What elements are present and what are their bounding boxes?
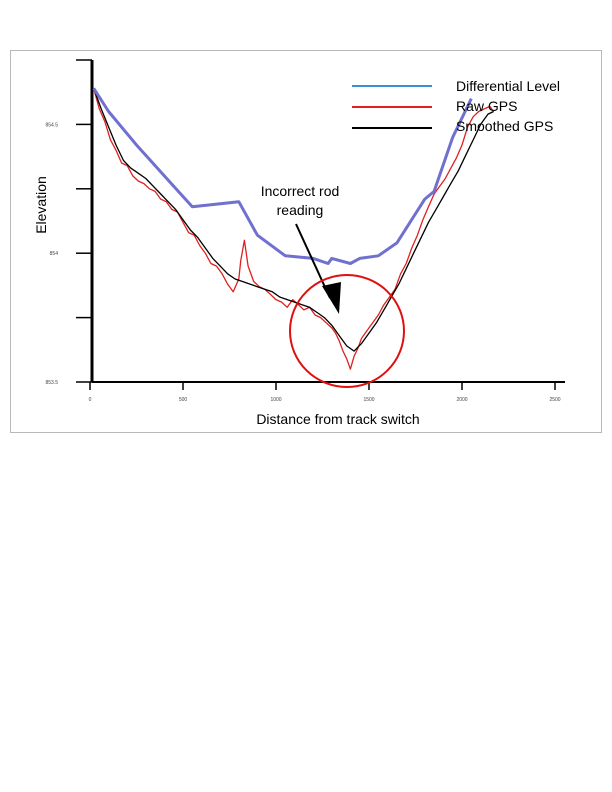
series-lines bbox=[92, 87, 495, 370]
x-tick-label: 1000 bbox=[270, 397, 281, 403]
x-axis-label: Distance from track switch bbox=[256, 411, 419, 427]
x-tick-label: 0 bbox=[89, 397, 92, 403]
y-axis-label: Elevation bbox=[33, 176, 49, 234]
series-line-raw-gps bbox=[93, 88, 495, 370]
legend: Differential Level Raw GPS Smoothed GPS bbox=[352, 78, 560, 134]
x-tick-label: 2000 bbox=[456, 397, 467, 403]
axes bbox=[90, 60, 565, 383]
annotation: Incorrect rod reading bbox=[261, 183, 405, 388]
x-tick-label: 500 bbox=[179, 397, 188, 403]
annotation-line-1: Incorrect rod bbox=[261, 183, 340, 199]
annotation-line-2: reading bbox=[277, 202, 324, 218]
y-tick-label: 853.5 bbox=[45, 380, 58, 386]
legend-label-raw-gps: Raw GPS bbox=[456, 98, 517, 114]
legend-label-smoothed-gps: Smoothed GPS bbox=[456, 118, 553, 134]
ticks: 0 500 1000 1500 2000 2500 853.5 854 854.5 bbox=[45, 59, 561, 403]
highlight-circle bbox=[289, 274, 405, 388]
annotation-arrowhead bbox=[322, 282, 341, 314]
series-line-differential-level bbox=[92, 87, 473, 265]
y-tick-label: 854.5 bbox=[45, 122, 58, 128]
series-line-smoothed-gps bbox=[93, 88, 494, 352]
elevation-chart: 0 500 1000 1500 2000 2500 853.5 854 854.5 Elevat… bbox=[33, 59, 565, 427]
x-tick-label: 1500 bbox=[363, 397, 374, 403]
legend-label-differential-level: Differential Level bbox=[456, 78, 560, 94]
x-tick-label: 2500 bbox=[549, 397, 560, 403]
y-tick-label: 854 bbox=[50, 251, 59, 257]
